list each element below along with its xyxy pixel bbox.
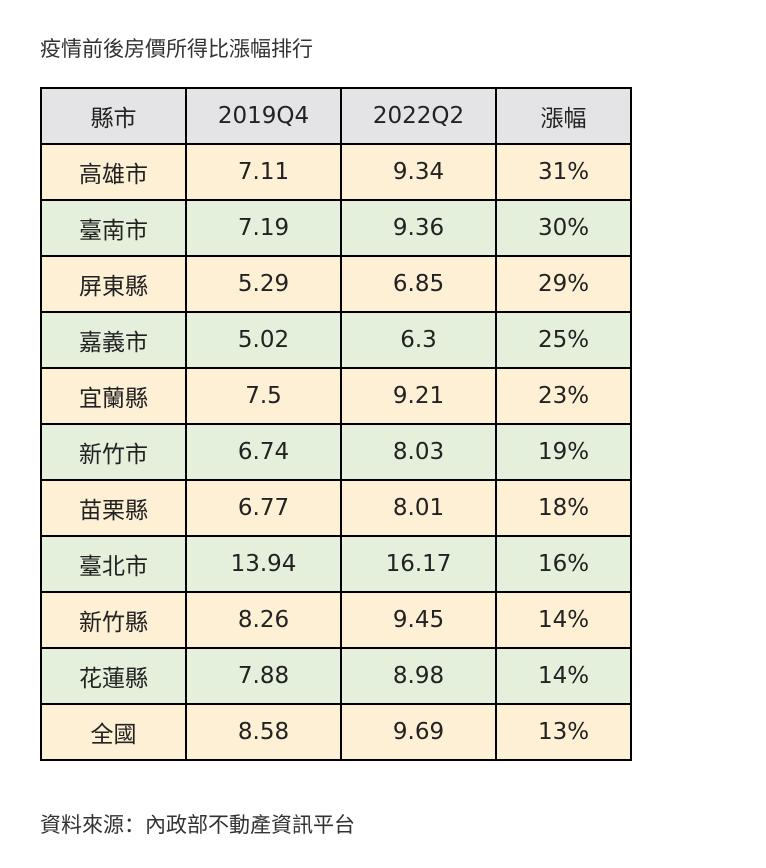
- column-header-2022q2: 2022Q2: [340, 87, 497, 145]
- value-2019q4-cell: 8.58: [185, 703, 342, 761]
- table-row: 高雄市 7.11 9.34 31%: [40, 143, 632, 201]
- column-header-increase: 漲幅: [495, 87, 632, 145]
- value-2019q4-cell: 8.26: [185, 591, 342, 649]
- table-row: 花蓮縣 7.88 8.98 14%: [40, 647, 632, 705]
- city-cell: 臺南市: [40, 199, 187, 257]
- table-row: 苗栗縣 6.77 8.01 18%: [40, 479, 632, 537]
- value-2022q2-cell: 9.34: [340, 143, 497, 201]
- value-2022q2-cell: 9.45: [340, 591, 497, 649]
- increase-cell: 25%: [495, 311, 632, 369]
- increase-cell: 19%: [495, 423, 632, 481]
- table-row: 嘉義市 5.02 6.3 25%: [40, 311, 632, 369]
- value-2019q4-cell: 7.11: [185, 143, 342, 201]
- city-cell: 苗栗縣: [40, 479, 187, 537]
- ranking-table: 縣市 2019Q4 2022Q2 漲幅 高雄市 7.11 9.34 31% 臺南市 7.1…: [40, 87, 632, 761]
- value-2022q2-cell: 9.69: [340, 703, 497, 761]
- value-2019q4-cell: 6.77: [185, 479, 342, 537]
- value-2022q2-cell: 16.17: [340, 535, 497, 593]
- city-cell: 新竹市: [40, 423, 187, 481]
- value-2022q2-cell: 8.01: [340, 479, 497, 537]
- value-2019q4-cell: 7.88: [185, 647, 342, 705]
- table-body: 高雄市 7.11 9.34 31% 臺南市 7.19 9.36 30% 屏東縣 5.29 6.85 2…: [40, 143, 632, 761]
- value-2019q4-cell: 6.74: [185, 423, 342, 481]
- city-cell: 屏東縣: [40, 255, 187, 313]
- table-row: 全國 8.58 9.69 13%: [40, 703, 632, 761]
- city-cell: 高雄市: [40, 143, 187, 201]
- source-note: 資料來源：內政部不動產資訊平台: [40, 813, 355, 837]
- increase-cell: 31%: [495, 143, 632, 201]
- city-cell: 臺北市: [40, 535, 187, 593]
- value-2022q2-cell: 6.3: [340, 311, 497, 369]
- value-2022q2-cell: 8.03: [340, 423, 497, 481]
- table-row: 新竹縣 8.26 9.45 14%: [40, 591, 632, 649]
- increase-cell: 13%: [495, 703, 632, 761]
- value-2022q2-cell: 8.98: [340, 647, 497, 705]
- value-2022q2-cell: 9.21: [340, 367, 497, 425]
- value-2022q2-cell: 6.85: [340, 255, 497, 313]
- city-cell: 宜蘭縣: [40, 367, 187, 425]
- increase-cell: 16%: [495, 535, 632, 593]
- table-row: 新竹市 6.74 8.03 19%: [40, 423, 632, 481]
- city-cell: 新竹縣: [40, 591, 187, 649]
- table-row: 宜蘭縣 7.5 9.21 23%: [40, 367, 632, 425]
- increase-cell: 29%: [495, 255, 632, 313]
- column-header-city: 縣市: [40, 87, 187, 145]
- increase-cell: 14%: [495, 647, 632, 705]
- table-row: 臺北市 13.94 16.17 16%: [40, 535, 632, 593]
- ranking-table-container: 縣市 2019Q4 2022Q2 漲幅 高雄市 7.11 9.34 31% 臺南市 7.1…: [40, 87, 632, 761]
- header-row: 縣市 2019Q4 2022Q2 漲幅: [40, 87, 632, 145]
- city-cell: 嘉義市: [40, 311, 187, 369]
- table-header: 縣市 2019Q4 2022Q2 漲幅: [40, 87, 632, 145]
- city-cell: 全國: [40, 703, 187, 761]
- value-2019q4-cell: 13.94: [185, 535, 342, 593]
- increase-cell: 30%: [495, 199, 632, 257]
- city-cell: 花蓮縣: [40, 647, 187, 705]
- value-2019q4-cell: 5.29: [185, 255, 342, 313]
- page-title: 疫情前後房價所得比漲幅排行: [40, 37, 313, 61]
- value-2022q2-cell: 9.36: [340, 199, 497, 257]
- increase-cell: 23%: [495, 367, 632, 425]
- value-2019q4-cell: 5.02: [185, 311, 342, 369]
- value-2019q4-cell: 7.5: [185, 367, 342, 425]
- table-row: 屏東縣 5.29 6.85 29%: [40, 255, 632, 313]
- table-row: 臺南市 7.19 9.36 30%: [40, 199, 632, 257]
- value-2019q4-cell: 7.19: [185, 199, 342, 257]
- increase-cell: 18%: [495, 479, 632, 537]
- increase-cell: 14%: [495, 591, 632, 649]
- column-header-2019q4: 2019Q4: [185, 87, 342, 145]
